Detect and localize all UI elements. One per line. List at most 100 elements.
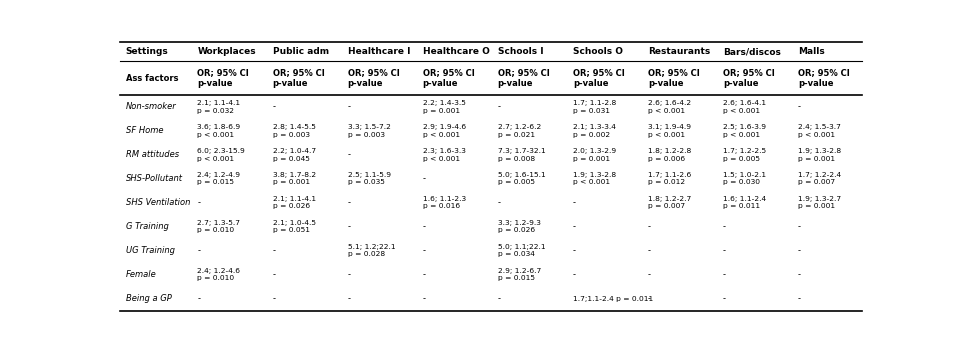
Text: -: - bbox=[422, 270, 425, 279]
Text: -: - bbox=[573, 270, 576, 279]
Text: 1.6; 1.1-2.3
p = 0.016: 1.6; 1.1-2.3 p = 0.016 bbox=[422, 196, 466, 209]
Text: 2.6; 1.6-4.1
p < 0.001: 2.6; 1.6-4.1 p < 0.001 bbox=[723, 100, 766, 113]
Text: 1.7; 1.1-2.6
p = 0.012: 1.7; 1.1-2.6 p = 0.012 bbox=[648, 172, 691, 185]
Text: -: - bbox=[348, 150, 351, 159]
Text: -: - bbox=[197, 246, 200, 255]
Text: -: - bbox=[573, 246, 576, 255]
Text: -: - bbox=[348, 102, 351, 111]
Text: RM attitudes: RM attitudes bbox=[125, 150, 179, 159]
Text: 3.8; 1.7-8.2
p = 0.001: 3.8; 1.7-8.2 p = 0.001 bbox=[272, 172, 316, 185]
Text: 2.8; 1.4-5.5
p = 0.003: 2.8; 1.4-5.5 p = 0.003 bbox=[272, 124, 315, 138]
Text: 1.5; 1.0-2.1
p = 0.030: 1.5; 1.0-2.1 p = 0.030 bbox=[723, 172, 766, 185]
Text: 2.1; 1.1-4.1
p = 0.032: 2.1; 1.1-4.1 p = 0.032 bbox=[197, 100, 240, 113]
Text: 1.9; 1.3-2.8
p < 0.001: 1.9; 1.3-2.8 p < 0.001 bbox=[573, 172, 616, 185]
Text: -: - bbox=[798, 270, 801, 279]
Text: Schools I: Schools I bbox=[498, 47, 543, 56]
Text: 2.5; 1.1-5.9
p = 0.035: 2.5; 1.1-5.9 p = 0.035 bbox=[348, 172, 391, 185]
Text: 6.0; 2.3-15.9
p < 0.001: 6.0; 2.3-15.9 p < 0.001 bbox=[197, 148, 245, 162]
Text: 5.0; 1.6-15.1
p = 0.005: 5.0; 1.6-15.1 p = 0.005 bbox=[498, 172, 545, 185]
Text: OR; 95% CI
p-value: OR; 95% CI p-value bbox=[197, 68, 249, 88]
Text: -: - bbox=[348, 270, 351, 279]
Text: Workplaces: Workplaces bbox=[197, 47, 256, 56]
Text: OR; 95% CI
p-value: OR; 95% CI p-value bbox=[348, 68, 399, 88]
Text: 1.7; 1.2-2.4
p = 0.007: 1.7; 1.2-2.4 p = 0.007 bbox=[798, 172, 841, 185]
Text: -: - bbox=[648, 222, 650, 231]
Text: Healthcare I: Healthcare I bbox=[348, 47, 410, 56]
Text: 2.6; 1.6-4.2
p < 0.001: 2.6; 1.6-4.2 p < 0.001 bbox=[648, 100, 691, 113]
Text: 3.6; 1.8-6.9
p < 0.001: 3.6; 1.8-6.9 p < 0.001 bbox=[197, 124, 240, 138]
Text: -: - bbox=[422, 222, 425, 231]
Text: 2.1; 1.0-4.5
p = 0.051: 2.1; 1.0-4.5 p = 0.051 bbox=[272, 220, 315, 233]
Text: -: - bbox=[272, 246, 276, 255]
Text: 1.9; 1.3-2.8
p = 0.001: 1.9; 1.3-2.8 p = 0.001 bbox=[798, 148, 841, 162]
Text: SF Home: SF Home bbox=[125, 126, 163, 135]
Text: -: - bbox=[648, 270, 650, 279]
Text: Healthcare O: Healthcare O bbox=[422, 47, 490, 56]
Text: OR; 95% CI
p-value: OR; 95% CI p-value bbox=[422, 68, 474, 88]
Text: 2.3; 1.6-3.3
p < 0.001: 2.3; 1.6-3.3 p < 0.001 bbox=[422, 148, 466, 162]
Text: 1.6; 1.1-2.4
p = 0.011: 1.6; 1.1-2.4 p = 0.011 bbox=[723, 196, 766, 209]
Text: 2.5; 1.6-3.9
p < 0.001: 2.5; 1.6-3.9 p < 0.001 bbox=[723, 124, 765, 138]
Text: -: - bbox=[723, 222, 726, 231]
Text: OR; 95% CI
p-value: OR; 95% CI p-value bbox=[723, 68, 775, 88]
Text: 3.3; 1.5-7.2
p = 0.003: 3.3; 1.5-7.2 p = 0.003 bbox=[348, 124, 391, 138]
Text: -: - bbox=[648, 246, 650, 255]
Text: 1.8; 1.2-2.7
p = 0.007: 1.8; 1.2-2.7 p = 0.007 bbox=[648, 196, 691, 209]
Text: Female: Female bbox=[125, 270, 156, 279]
Text: Ass factors: Ass factors bbox=[125, 74, 178, 82]
Text: 2.4; 1.5-3.7
p < 0.001: 2.4; 1.5-3.7 p < 0.001 bbox=[798, 124, 841, 138]
Text: -: - bbox=[422, 294, 425, 303]
Text: -: - bbox=[498, 198, 501, 207]
Text: UG Training: UG Training bbox=[125, 246, 174, 255]
Text: -: - bbox=[197, 198, 200, 207]
Text: OR; 95% CI
p-value: OR; 95% CI p-value bbox=[498, 68, 550, 88]
Text: 2.1; 1.3-3.4
p = 0.002: 2.1; 1.3-3.4 p = 0.002 bbox=[573, 124, 616, 138]
Text: -: - bbox=[798, 246, 801, 255]
Text: 2.2; 1.4-3.5
p = 0.001: 2.2; 1.4-3.5 p = 0.001 bbox=[422, 100, 466, 113]
Text: 1.7; 1.1-2.8
p = 0.031: 1.7; 1.1-2.8 p = 0.031 bbox=[573, 100, 616, 113]
Text: SHS-Pollutant: SHS-Pollutant bbox=[125, 174, 183, 183]
Text: -: - bbox=[422, 246, 425, 255]
Text: -: - bbox=[798, 102, 801, 111]
Text: 2.0; 1.3-2.9
p = 0.001: 2.0; 1.3-2.9 p = 0.001 bbox=[573, 148, 616, 162]
Text: 1.7;1.1-2.4 p = 0.011: 1.7;1.1-2.4 p = 0.011 bbox=[573, 296, 653, 302]
Text: -: - bbox=[723, 294, 726, 303]
Text: 2.7; 1.2-6.2
p = 0.021: 2.7; 1.2-6.2 p = 0.021 bbox=[498, 124, 541, 138]
Text: Non-smoker: Non-smoker bbox=[125, 102, 176, 111]
Text: Restaurants: Restaurants bbox=[648, 47, 710, 56]
Text: -: - bbox=[272, 270, 276, 279]
Text: 7.3; 1.7-32.1
p = 0.008: 7.3; 1.7-32.1 p = 0.008 bbox=[498, 148, 545, 162]
Text: Malls: Malls bbox=[798, 47, 825, 56]
Text: SHS Ventilation: SHS Ventilation bbox=[125, 198, 190, 207]
Text: 2.9; 1.2-6.7
p = 0.015: 2.9; 1.2-6.7 p = 0.015 bbox=[498, 268, 541, 281]
Text: OR; 95% CI
p-value: OR; 95% CI p-value bbox=[798, 68, 850, 88]
Text: -: - bbox=[348, 294, 351, 303]
Text: -: - bbox=[723, 246, 726, 255]
Text: 1.9; 1.3-2.7
p = 0.001: 1.9; 1.3-2.7 p = 0.001 bbox=[798, 196, 841, 209]
Text: 2.2; 1.0-4.7
p = 0.045: 2.2; 1.0-4.7 p = 0.045 bbox=[272, 148, 316, 162]
Text: Bars/discos: Bars/discos bbox=[723, 47, 781, 56]
Text: -: - bbox=[498, 294, 501, 303]
Text: 3.3; 1.2-9.3
p = 0.026: 3.3; 1.2-9.3 p = 0.026 bbox=[498, 220, 540, 233]
Text: 2.7; 1.3-5.7
p = 0.010: 2.7; 1.3-5.7 p = 0.010 bbox=[197, 220, 240, 233]
Text: -: - bbox=[648, 294, 650, 303]
Text: 5.0; 1.1;22.1
p = 0.034: 5.0; 1.1;22.1 p = 0.034 bbox=[498, 244, 545, 258]
Text: -: - bbox=[348, 222, 351, 231]
Text: -: - bbox=[723, 270, 726, 279]
Text: 2.4; 1.2-4.6
p = 0.010: 2.4; 1.2-4.6 p = 0.010 bbox=[197, 268, 240, 281]
Text: 2.9; 1.9-4.6
p < 0.001: 2.9; 1.9-4.6 p < 0.001 bbox=[422, 124, 466, 138]
Text: 1.8; 1.2-2.8
p = 0.006: 1.8; 1.2-2.8 p = 0.006 bbox=[648, 148, 691, 162]
Text: Being a GP: Being a GP bbox=[125, 294, 171, 303]
Text: -: - bbox=[272, 102, 276, 111]
Text: 3.1; 1.9-4.9
p < 0.001: 3.1; 1.9-4.9 p < 0.001 bbox=[648, 124, 691, 138]
Text: OR; 95% CI
p-value: OR; 95% CI p-value bbox=[648, 68, 699, 88]
Text: -: - bbox=[272, 294, 276, 303]
Text: G Training: G Training bbox=[125, 222, 169, 231]
Text: -: - bbox=[197, 294, 200, 303]
Text: -: - bbox=[798, 294, 801, 303]
Text: 2.1; 1.1-4.1
p = 0.026: 2.1; 1.1-4.1 p = 0.026 bbox=[272, 196, 316, 209]
Text: 2.4; 1.2-4.9
p = 0.015: 2.4; 1.2-4.9 p = 0.015 bbox=[197, 172, 240, 185]
Text: 5.1; 1.2;22.1
p = 0.028: 5.1; 1.2;22.1 p = 0.028 bbox=[348, 244, 396, 258]
Text: -: - bbox=[573, 198, 576, 207]
Text: Public adm: Public adm bbox=[272, 47, 329, 56]
